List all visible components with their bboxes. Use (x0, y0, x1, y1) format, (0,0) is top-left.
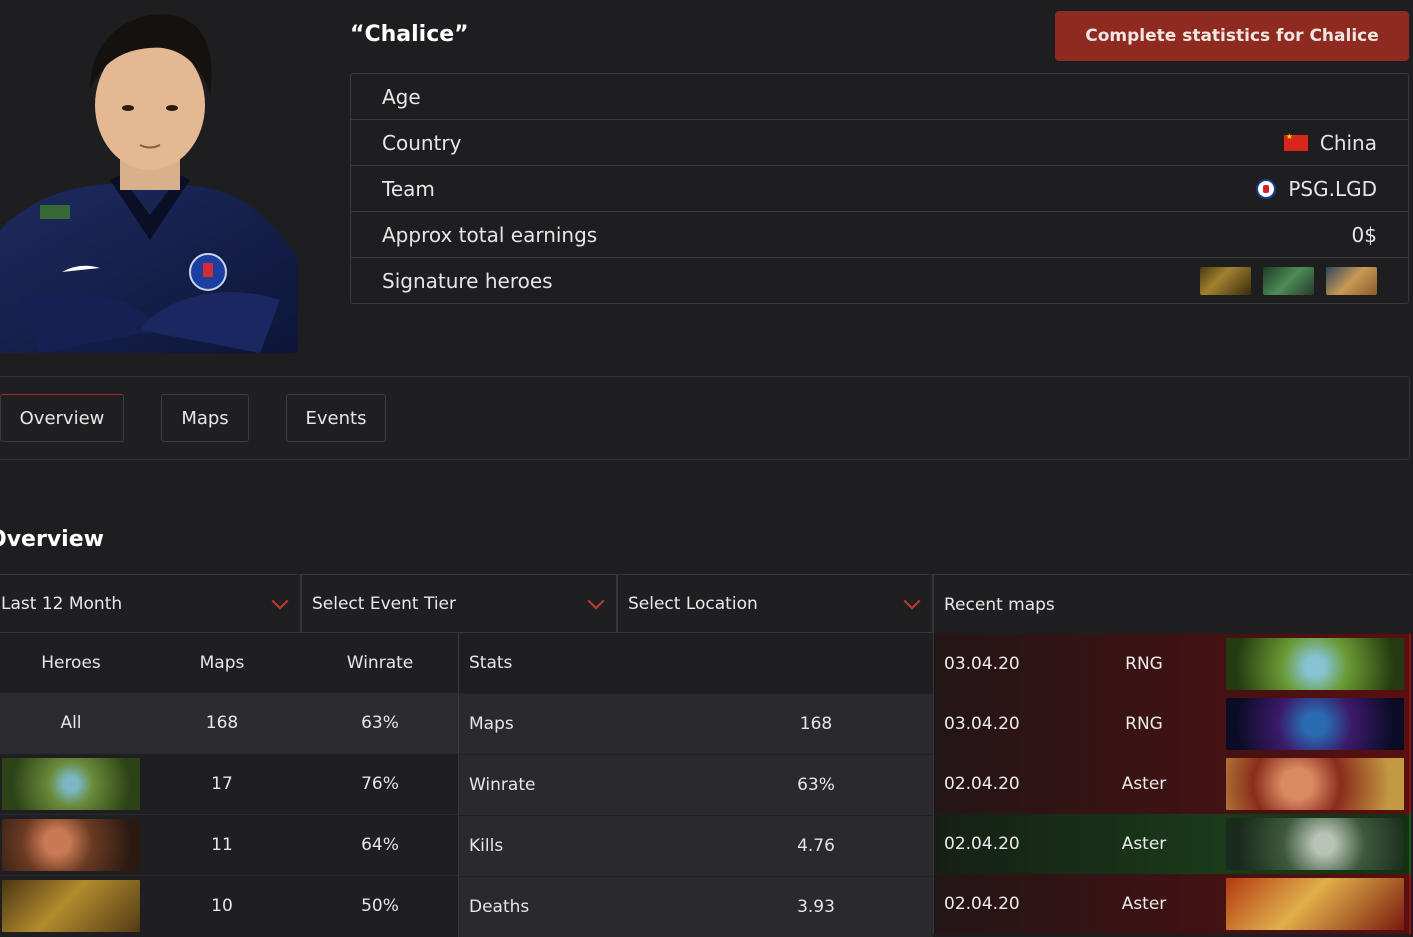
table-row: Kills 4.76 (459, 815, 933, 876)
stat-label: Maps (469, 714, 514, 734)
hero-portrait-icon[interactable] (1263, 266, 1314, 295)
map-date: 02.04.20 (944, 774, 1020, 794)
recent-map-row[interactable]: 02.04.20 Aster (934, 874, 1411, 934)
location-dropdown[interactable]: Select Location (617, 574, 933, 633)
table-row: Winrate 63% (459, 754, 933, 815)
hero-portrait-icon (1226, 638, 1404, 690)
filter-label: Select Event Tier (312, 593, 456, 614)
recent-map-row[interactable]: 02.04.20 Aster (934, 754, 1411, 814)
period-filter-dropdown[interactable]: Last 12 Month (0, 574, 301, 633)
info-row-signature-heroes: Signature heroes (351, 258, 1408, 303)
info-label: Country (382, 130, 462, 155)
maps-cell: 11 (211, 835, 233, 855)
info-row-team: Team PSG.LGD (351, 166, 1408, 212)
info-label: Team (382, 176, 435, 201)
info-label: Signature heroes (382, 268, 553, 293)
hero-portrait-icon (2, 758, 140, 810)
signature-heroes (1200, 266, 1377, 295)
stat-label: Deaths (469, 897, 530, 917)
complete-statistics-button[interactable]: Complete statistics for Chalice (1055, 11, 1409, 61)
map-date: 03.04.20 (944, 654, 1020, 674)
event-tier-dropdown[interactable]: Select Event Tier (301, 574, 617, 633)
map-date: 02.04.20 (944, 894, 1020, 914)
hero-portrait-icon (2, 819, 140, 871)
hero-portrait-icon (1226, 818, 1404, 870)
table-header-row: Stats (459, 633, 933, 693)
info-value: 0$ (1351, 222, 1377, 247)
info-row-country: Country China (351, 120, 1408, 166)
opponent-name: Aster (1121, 774, 1167, 794)
stat-value: 168 (799, 714, 833, 734)
table-row[interactable]: 10 50% (0, 875, 458, 936)
heroes-table: Heroes Maps Winrate All 168 63% 17 76% 1… (0, 633, 458, 936)
chevron-down-icon (903, 592, 921, 609)
hero-cell: All (60, 713, 82, 733)
stat-label: Winrate (469, 775, 536, 795)
country-name: China (1319, 130, 1377, 155)
table-row[interactable]: All 168 63% (0, 693, 458, 753)
table-row: Deaths 3.93 (459, 876, 933, 937)
psg-lgd-logo-icon (1256, 178, 1277, 199)
recent-maps-panel: Recent maps 03.04.20 RNG 03.04.20 RNG 02… (933, 574, 1411, 934)
tabs-panel: Overview Maps Events (0, 376, 1410, 460)
info-row-age: Age (351, 74, 1408, 120)
hero-portrait-icon (1226, 878, 1404, 930)
table-row[interactable]: 17 76% (0, 753, 458, 814)
tab-maps[interactable]: Maps (161, 394, 249, 442)
recent-map-row[interactable]: 03.04.20 RNG (934, 694, 1411, 754)
hero-portrait-icon[interactable] (1200, 266, 1251, 295)
winrate-cell: 64% (361, 835, 399, 855)
hero-portrait-icon (2, 880, 140, 932)
opponent-name: Aster (1121, 834, 1167, 854)
column-header: Stats (469, 653, 513, 673)
info-value: China (1283, 130, 1377, 155)
info-value[interactable]: PSG.LGD (1256, 177, 1377, 201)
stats-table: Stats Maps 168 Winrate 63% Kills 4.76 De… (458, 633, 933, 937)
opponent-name: Aster (1121, 894, 1167, 914)
chevron-down-icon (587, 592, 605, 609)
chevron-down-icon (271, 592, 289, 609)
team-name[interactable]: PSG.LGD (1288, 176, 1377, 201)
stat-value: 63% (797, 775, 835, 795)
overview-title: Overview (0, 527, 104, 552)
opponent-name: RNG (1125, 714, 1163, 734)
winrate-cell: 50% (361, 896, 399, 916)
filter-label: Select Location (628, 593, 758, 614)
table-row[interactable]: 11 64% (0, 814, 458, 875)
recent-maps-header: Recent maps (934, 574, 1411, 634)
recent-map-row[interactable]: 03.04.20 RNG (934, 634, 1411, 694)
column-header[interactable]: Winrate (346, 653, 414, 673)
info-label: Approx total earnings (382, 222, 598, 247)
china-flag-icon (1283, 132, 1308, 151)
table-row: Maps 168 (459, 693, 933, 754)
hero-portrait-icon (1226, 698, 1404, 750)
tab-overview[interactable]: Overview (0, 394, 124, 442)
winrate-cell: 63% (361, 713, 399, 733)
filter-label: Last 12 Month (1, 593, 123, 614)
column-header[interactable]: Heroes (41, 653, 101, 673)
maps-cell: 17 (211, 774, 233, 794)
player-photo (0, 0, 300, 353)
tab-events[interactable]: Events (286, 394, 386, 442)
player-info-table: Age Country China Team PSG.LGD Approx to… (350, 73, 1409, 304)
recent-map-row[interactable]: 02.04.20 Aster (934, 814, 1411, 874)
maps-cell: 168 (205, 713, 239, 733)
info-label: Age (382, 84, 421, 109)
map-date: 03.04.20 (944, 714, 1020, 734)
stat-value: 4.76 (797, 836, 835, 856)
info-row-earnings: Approx total earnings 0$ (351, 212, 1408, 258)
table-header-row: Heroes Maps Winrate (0, 633, 458, 693)
hero-portrait-icon (1226, 758, 1404, 810)
stat-value: 3.93 (797, 897, 835, 917)
stat-label: Kills (469, 836, 504, 856)
winrate-cell: 76% (361, 774, 399, 794)
player-nickname: “Chalice” (350, 22, 469, 47)
opponent-name: RNG (1125, 654, 1163, 674)
hero-portrait-icon[interactable] (1326, 266, 1377, 295)
column-header[interactable]: Maps (199, 653, 245, 673)
map-date: 02.04.20 (944, 834, 1020, 854)
maps-cell: 10 (211, 896, 233, 916)
